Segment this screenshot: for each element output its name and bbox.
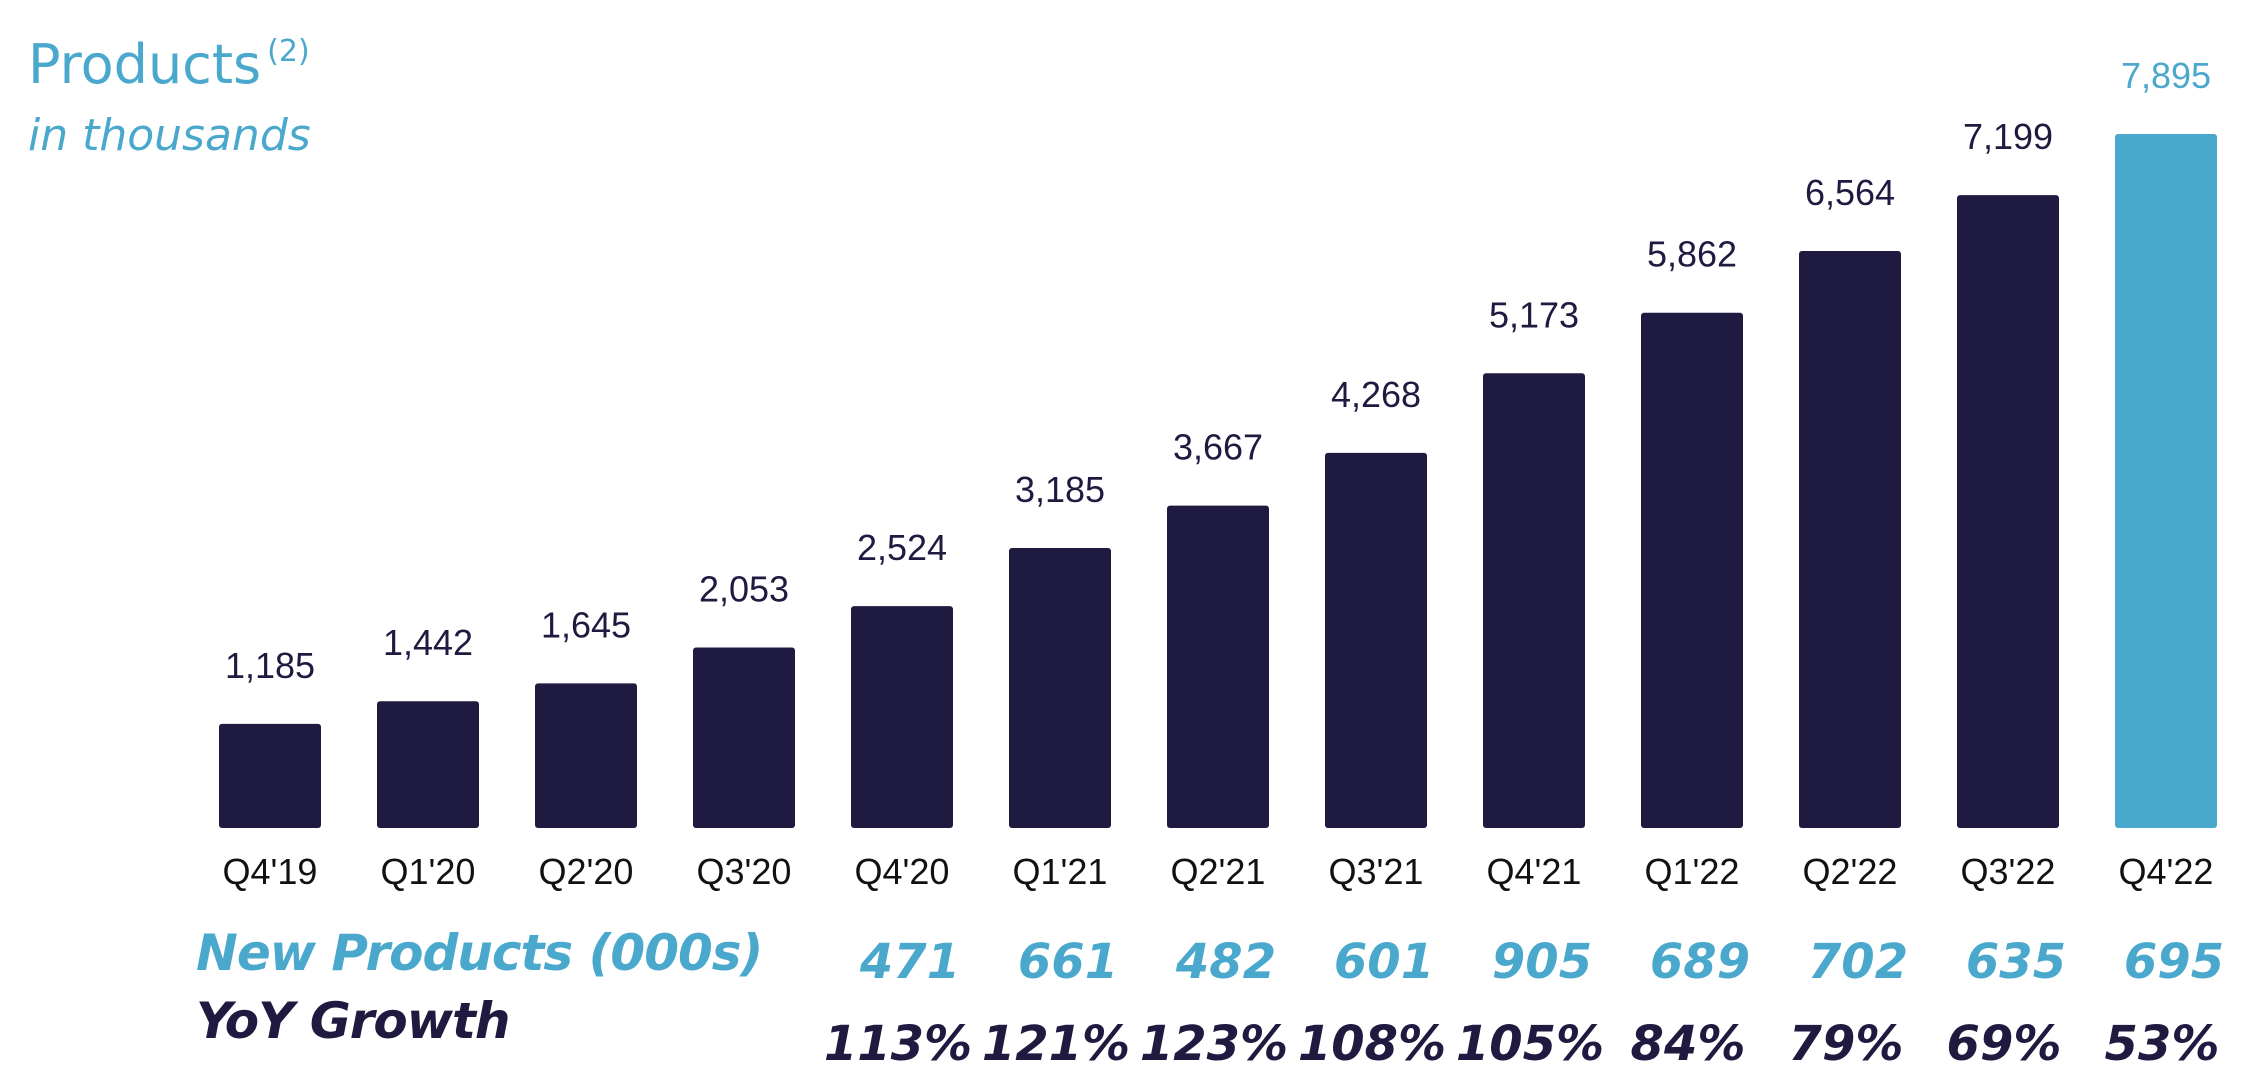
yoy-growth-value: 108% xyxy=(1298,1016,1446,1072)
bar xyxy=(1009,548,1111,828)
chart-title: Products (2) xyxy=(28,33,310,96)
new-products-value: 471 xyxy=(859,934,960,990)
x-tick-label: Q1'20 xyxy=(381,851,476,892)
x-tick-label: Q4'19 xyxy=(223,851,318,892)
data-label: 1,442 xyxy=(383,622,473,663)
bar xyxy=(377,701,479,828)
new-products-value: 635 xyxy=(1966,934,2066,990)
title-footnote: (2) xyxy=(267,34,310,69)
bar xyxy=(2115,134,2217,828)
x-tick-label: Q1'22 xyxy=(1645,851,1740,892)
x-tick-label: Q2'22 xyxy=(1803,851,1898,892)
x-tick-label: Q4'21 xyxy=(1487,851,1582,892)
bar xyxy=(535,683,637,828)
yoy-growth-value: 105% xyxy=(1456,1016,1604,1072)
new-products-value: 601 xyxy=(1334,934,1434,990)
new-products-value: 689 xyxy=(1650,934,1750,990)
yoy-growth-value: 69% xyxy=(1947,1016,2062,1072)
new-products-value: 661 xyxy=(1018,934,1118,990)
bar xyxy=(1167,505,1269,828)
yoy-growth-value: 84% xyxy=(1631,1016,1746,1072)
x-tick-label: Q4'22 xyxy=(2119,851,2214,892)
chart-subtitle: in thousands xyxy=(28,110,311,161)
new-products-value: 482 xyxy=(1175,934,1276,990)
yoy-growth-value: 123% xyxy=(1140,1016,1288,1072)
new-products-value: 702 xyxy=(1808,934,1908,990)
yoy-growth-value: 53% xyxy=(2105,1016,2220,1072)
bar xyxy=(851,606,953,828)
data-label: 3,667 xyxy=(1173,427,1263,468)
data-label: 6,564 xyxy=(1805,172,1895,213)
data-label: 7,199 xyxy=(1963,116,2053,157)
x-tick-label: Q1'21 xyxy=(1013,851,1108,892)
x-tick-label: Q4'20 xyxy=(855,851,950,892)
data-label: 1,645 xyxy=(541,604,631,645)
data-label: 4,268 xyxy=(1331,374,1421,415)
new-products-value: 905 xyxy=(1492,934,1592,990)
bar xyxy=(1483,373,1585,828)
data-label: 5,862 xyxy=(1647,234,1737,275)
data-label: 3,185 xyxy=(1015,469,1105,510)
bar xyxy=(1957,195,2059,828)
bar xyxy=(1799,250,1901,828)
bar xyxy=(219,723,321,828)
data-label: 5,173 xyxy=(1489,294,1579,335)
x-tick-label: Q2'20 xyxy=(539,851,634,892)
x-tick-label: Q3'21 xyxy=(1329,851,1424,892)
yoy-growth-value: 79% xyxy=(1789,1016,1904,1072)
bar xyxy=(1641,312,1743,829)
x-tick-label: Q3'22 xyxy=(1961,851,2056,892)
new-products-row-label: New Products (000s) xyxy=(196,924,763,982)
bar xyxy=(1325,452,1427,828)
data-label: 1,185 xyxy=(225,645,315,686)
new-products-value: 695 xyxy=(2124,934,2224,990)
data-label: 2,524 xyxy=(857,527,947,568)
yoy-growth-row-label: YoY Growth xyxy=(196,992,510,1050)
x-tick-label: Q2'21 xyxy=(1171,851,1266,892)
bar xyxy=(693,647,795,828)
yoy-growth-value: 121% xyxy=(982,1016,1130,1072)
yoy-growth-value: 113% xyxy=(824,1016,972,1072)
x-tick-label: Q3'20 xyxy=(697,851,792,892)
data-label: 2,053 xyxy=(699,569,789,610)
data-label: 7,895 xyxy=(2121,55,2211,96)
